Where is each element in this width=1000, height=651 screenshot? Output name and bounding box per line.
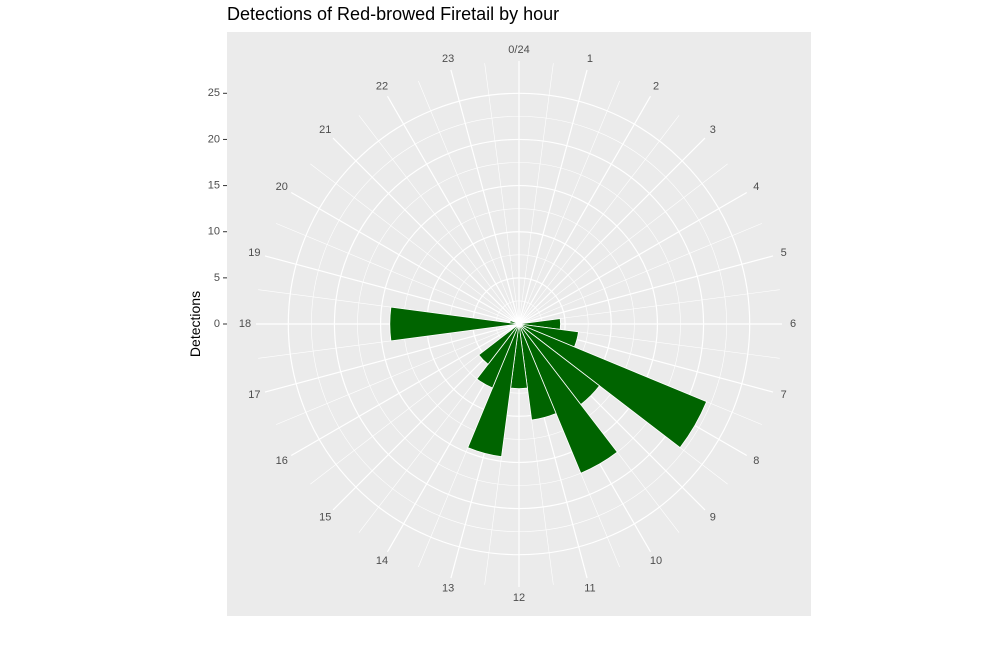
grid-spoke-minor: [418, 80, 520, 325]
grid-spoke: [386, 95, 520, 325]
hour-label: 19: [248, 247, 260, 259]
hour-label: 17: [248, 389, 260, 401]
grid-spoke-minor: [518, 80, 620, 325]
hour-label: 0/24: [508, 44, 529, 56]
grid-spoke: [332, 137, 520, 325]
hour-label-layer: 0/24123456789101112131415161718192021222…: [239, 44, 796, 604]
y-tick-label: 10: [208, 226, 220, 238]
bar-hour-15: [478, 323, 520, 365]
hour-label: 1: [587, 53, 593, 65]
hour-label: 4: [753, 181, 759, 193]
grid-spoke: [290, 323, 520, 457]
grid-spoke: [290, 191, 520, 325]
grid-spoke-minor: [358, 115, 520, 325]
y-axis: 0 5 10 15 20 25: [208, 87, 227, 330]
y-tick-label: 25: [208, 87, 220, 99]
bar-hour-8: [518, 323, 708, 449]
bar-hour-14: [476, 323, 520, 389]
grid-spoke-minor: [275, 323, 520, 425]
grid-spoke: [450, 69, 520, 325]
y-axis-title: Detections: [187, 291, 203, 357]
hour-label: 21: [319, 124, 331, 136]
hour-label: 7: [781, 389, 787, 401]
hour-label: 5: [781, 247, 787, 259]
y-tick-label: 20: [208, 133, 220, 145]
grid-spoke-minor: [518, 63, 554, 325]
hour-label: 3: [710, 124, 716, 136]
hour-label: 14: [376, 555, 388, 567]
grid-spoke-minor: [484, 63, 520, 325]
bar-hour-18: [389, 306, 520, 342]
grid-spoke: [518, 95, 652, 325]
bar-hour-10: [518, 323, 618, 474]
grid-spoke-minor: [518, 163, 728, 325]
hour-label: 18: [239, 318, 251, 330]
y-tick-label: 15: [208, 179, 220, 191]
hour-label: 8: [753, 455, 759, 467]
bar-hour-19: [509, 319, 520, 325]
chart-title: Detections of Red-browed Firetail by hou…: [227, 4, 559, 24]
grid-spoke: [518, 255, 774, 325]
bar-hour-13: [467, 323, 520, 458]
hour-label: 13: [442, 583, 454, 595]
grid-spoke: [264, 323, 520, 393]
y-tick-label: 0: [214, 318, 220, 330]
hour-label: 22: [376, 81, 388, 93]
y-tick-label: 5: [214, 272, 220, 284]
hour-label: 16: [276, 455, 288, 467]
grid-spoke-minor: [310, 163, 520, 325]
grid-spoke-minor: [518, 289, 780, 325]
hour-label: 23: [442, 53, 454, 65]
hour-label: 12: [513, 592, 525, 604]
bar-layer: [389, 306, 708, 474]
grid-spoke-minor: [518, 223, 763, 325]
hour-label: 15: [319, 512, 331, 524]
hour-label: 9: [710, 512, 716, 524]
grid-spoke: [518, 69, 588, 325]
grid-spoke: [518, 191, 748, 325]
grid-spoke: [264, 255, 520, 325]
hour-label: 10: [650, 555, 662, 567]
grid-spoke: [518, 137, 706, 325]
grid-spoke-minor: [518, 115, 680, 325]
hour-label: 6: [790, 318, 796, 330]
grid-spoke-minor: [275, 223, 520, 325]
hour-label: 20: [276, 181, 288, 193]
hour-label: 2: [653, 81, 659, 93]
bar-hour-11: [518, 323, 557, 421]
hour-label: 11: [584, 583, 595, 595]
